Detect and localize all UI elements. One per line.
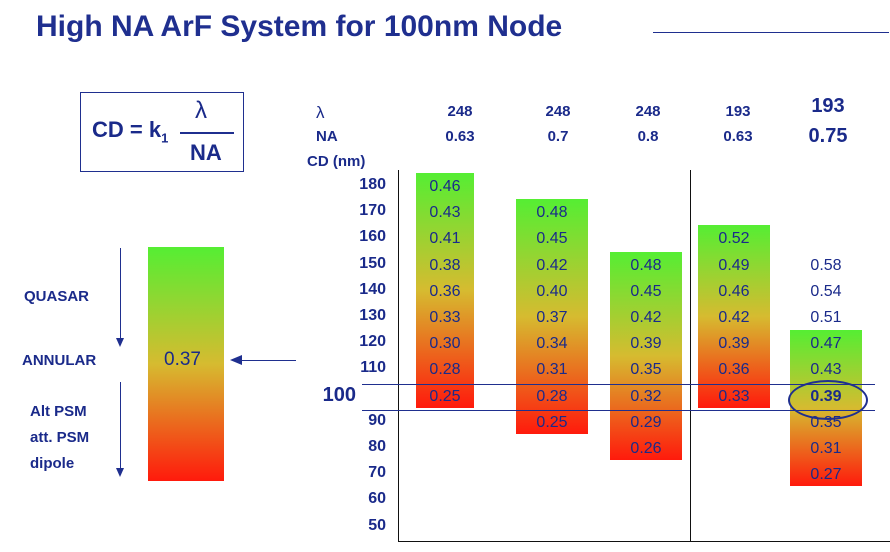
k1-column-bar: [610, 251, 682, 461]
formula-lhs-text: CD = k: [92, 117, 162, 142]
k1-cell: 0.43: [810, 361, 842, 379]
k1-cell: 0.28: [536, 387, 568, 405]
formula-denominator: NA: [190, 140, 222, 165]
label-annular: ANNULAR: [22, 352, 97, 369]
cd-100-lower-line: [362, 410, 875, 411]
cd-axis-label: 180: [359, 176, 386, 193]
k1-cell: 0.31: [536, 361, 568, 379]
k1-cell: 0.46: [429, 178, 461, 195]
pointer-arrow-line: [242, 360, 296, 361]
k1-cell: 0.27: [810, 466, 842, 484]
k1-cell: 0.51: [810, 309, 842, 326]
k1-cell: 0.25: [536, 413, 568, 431]
k1-column-bar: [416, 173, 474, 408]
resolution-bar-value: 0.37: [164, 349, 201, 370]
k1-cell: 0.39: [718, 335, 750, 353]
label-dipole: dipole: [30, 455, 75, 472]
cd-axis-label: 60: [368, 490, 386, 508]
k1-cell: 0.33: [429, 309, 461, 326]
col-4-lambda: 193: [725, 103, 751, 120]
k1-cell: 0.36: [429, 282, 461, 300]
col-3-lambda: 248: [635, 103, 661, 120]
k1-cell: 0.52: [718, 230, 750, 248]
title-underline: [653, 32, 889, 33]
col-5-lambda: 193: [811, 95, 845, 117]
k1-cell: 0.45: [536, 230, 568, 248]
k1-cell: 0.34: [536, 335, 568, 353]
table-divider: [690, 170, 691, 542]
label-att-psm: att. PSM: [30, 429, 90, 446]
cd-axis-label: 130: [359, 307, 386, 324]
arrow-lower-line: [120, 382, 121, 470]
pointer-arrow-head-icon: [230, 355, 242, 365]
col-1-na: 0.63: [445, 128, 475, 145]
k1-cell: 0.58: [810, 256, 842, 274]
k1-cell: 0.45: [630, 282, 662, 300]
arrow-lower-head-icon: [116, 468, 124, 477]
cd-axis-label: 80: [368, 438, 386, 455]
table-bottom-border: [398, 541, 890, 542]
arrow-upper-head-icon: [116, 338, 124, 347]
table-left-border: [398, 170, 399, 542]
k1-cell: 0.47: [810, 335, 842, 353]
header-na-label: NA: [316, 128, 338, 145]
k1-cell: 0.41: [429, 230, 461, 248]
k1-cell: 0.29: [630, 413, 662, 431]
k1-cell: 0.36: [718, 361, 750, 379]
cd-axis-label: 150: [359, 254, 386, 272]
k1-cell: 0.54: [810, 282, 842, 300]
col-5-na: 0.75: [808, 125, 848, 147]
label-alt-psm: Alt PSM: [30, 403, 87, 420]
formula-box: [80, 92, 244, 172]
cd-axis-label: 110: [360, 359, 386, 377]
formula-lhs: CD = k1: [92, 117, 168, 145]
cd-axis-label: 90: [368, 411, 386, 429]
cd-100-upper-line: [362, 384, 875, 385]
k1-cell: 0.42: [718, 309, 750, 326]
cd-axis-label: 120: [359, 333, 386, 351]
k1-cell: 0.42: [630, 309, 662, 326]
k1-cell: 0.30: [429, 335, 461, 353]
cd-axis-label: 100: [322, 383, 356, 406]
k1-cell: 0.48: [536, 204, 568, 222]
label-quasar: QUASAR: [24, 288, 90, 305]
cd-axis-label: 160: [359, 228, 386, 246]
header-cd-label: CD (nm): [307, 153, 366, 170]
col-1-lambda: 248: [447, 103, 473, 120]
formula-subscript: 1: [161, 130, 169, 146]
k1-cell: 0.25: [429, 387, 461, 405]
k1-cell: 0.26: [630, 440, 662, 457]
k1-cell: 0.39: [630, 335, 662, 353]
k1-column-bar: [516, 199, 588, 434]
arrow-upper-line: [120, 248, 121, 340]
col-3-na: 0.8: [637, 128, 659, 145]
col-2-na: 0.7: [547, 128, 569, 145]
col-4-na: 0.63: [723, 128, 753, 145]
cd-axis-label: 70: [368, 464, 386, 482]
k1-cell: 0.40: [536, 282, 568, 300]
page-title: High NA ArF System for 100nm Node: [36, 10, 563, 43]
k1-cell: 0.32: [630, 387, 662, 405]
k1-column-bar: [698, 225, 770, 408]
k1-cell: 0.35: [630, 361, 662, 379]
k1-cell: 0.28: [429, 361, 461, 379]
k1-cell: 0.42: [536, 256, 568, 274]
k1-cell: 0.43: [429, 204, 461, 222]
k1-cell: 0.33: [718, 387, 750, 405]
k1-cell: 0.46: [718, 282, 750, 300]
cd-axis-label: 170: [359, 202, 386, 220]
k1-cell: 0.31: [810, 440, 842, 457]
formula-numerator: λ: [195, 97, 207, 124]
resolution-gradient-bar: [148, 247, 224, 481]
cd-axis-label: 50: [368, 516, 386, 534]
formula-fraction-bar: [180, 132, 234, 134]
k1-cell: 0.38: [429, 256, 461, 274]
k1-cell: 0.48: [630, 256, 662, 274]
k1-cell: 0.49: [718, 256, 750, 274]
highlight-ellipse: [788, 380, 868, 420]
header-lambda-label: λ: [316, 103, 325, 122]
col-2-lambda: 248: [545, 103, 571, 120]
cd-axis-label: 140: [359, 280, 386, 298]
k1-cell: 0.37: [536, 309, 568, 326]
